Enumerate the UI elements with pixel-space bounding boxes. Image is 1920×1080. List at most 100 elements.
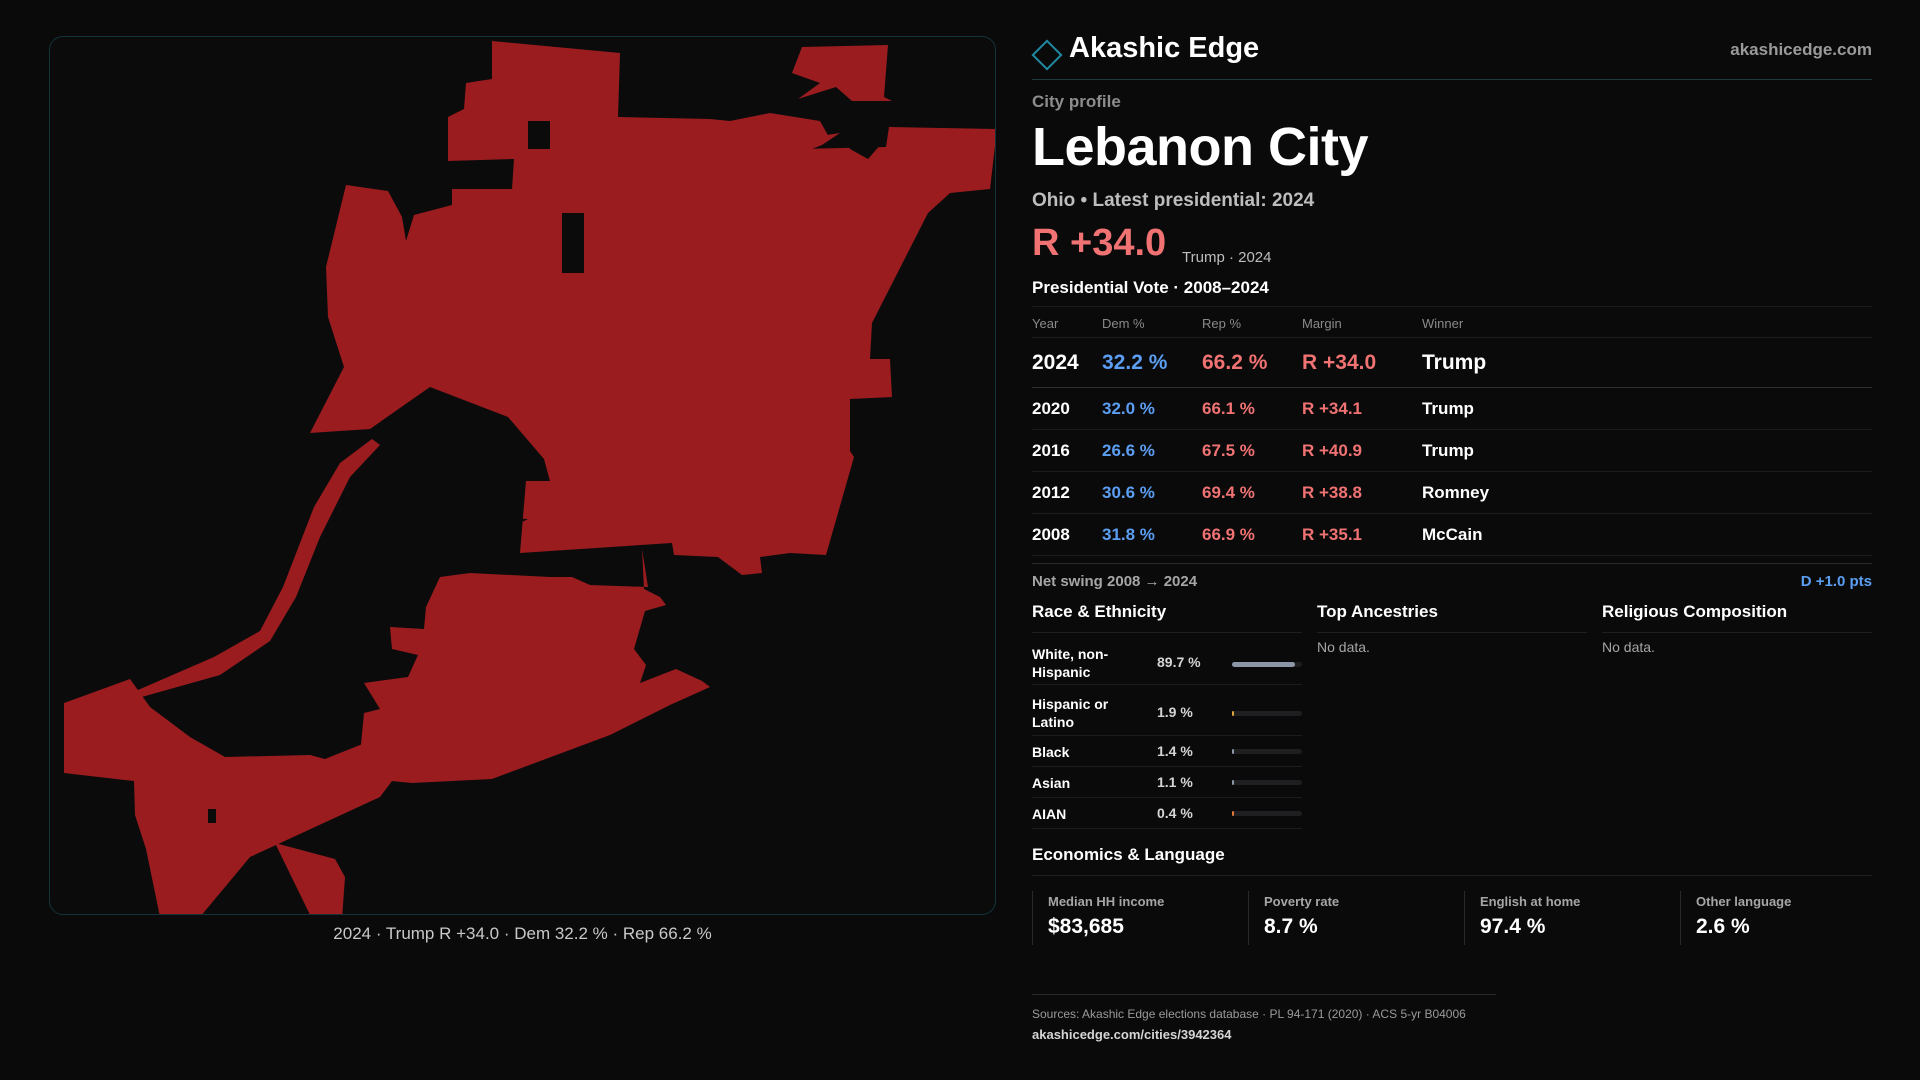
race-bar-track [1232, 662, 1302, 667]
column-header: Winner [1422, 316, 1464, 331]
divider [1032, 875, 1872, 876]
race-bar-fill [1232, 662, 1295, 667]
race-section-title: Race & Ethnicity [1032, 602, 1167, 621]
race-row: White, non-Hispanic 89.7 % [1032, 633, 1302, 685]
religion-section-title: Religious Composition [1602, 602, 1788, 621]
race-bar-track [1232, 811, 1302, 816]
winner-cell: Trump [1422, 399, 1474, 418]
stat-value: 2.6 % [1696, 915, 1750, 938]
economics-section-title: Economics & Language [1032, 845, 1225, 864]
brand-name[interactable]: Akashic Edge [1069, 32, 1260, 64]
year-cell: 2012 [1032, 483, 1070, 502]
margin-cell: R +34.0 [1302, 351, 1377, 374]
margin-cell: R +38.8 [1302, 483, 1363, 502]
race-list: White, non-Hispanic 89.7 % Hispanic or L… [1032, 633, 1302, 829]
dem-cell: 26.6 % [1102, 441, 1155, 460]
race-row: Asian 1.1 % [1032, 767, 1302, 798]
dem-cell: 32.2 % [1102, 351, 1168, 374]
religion-empty: No data. [1602, 639, 1655, 655]
map-caption: 2024 · Trump R +34.0 · Dem 32.2 % · Rep … [333, 924, 712, 943]
table-row: 2016 26.6 % 67.5 % R +40.9 Trump [1032, 430, 1872, 472]
page-kicker: City profile [1032, 92, 1121, 111]
race-bar-track [1232, 749, 1302, 754]
boundary-hole [208, 809, 216, 823]
table-row: 2008 31.8 % 66.9 % R +35.1 McCain [1032, 514, 1872, 556]
race-label: Hispanic or Latino [1032, 696, 1109, 730]
margin-cell: R +40.9 [1302, 441, 1363, 460]
boundary-polygon [275, 843, 345, 914]
presidential-vote-table: Year Dem % Rep % Margin Winner 2024 32.2… [1032, 306, 1872, 556]
column-header: Margin [1302, 316, 1342, 331]
race-value: 89.7 % [1157, 654, 1201, 670]
city-boundary-svg [64, 41, 995, 914]
race-row: Black 1.4 % [1032, 736, 1302, 767]
race-row: AIAN 0.4 % [1032, 798, 1302, 829]
sources-text: Sources: Akashic Edge elections database… [1032, 1007, 1466, 1021]
table-row: 2012 30.6 % 69.4 % R +38.8 Romney [1032, 472, 1872, 514]
margin-cell: R +34.1 [1302, 399, 1363, 418]
race-value: 1.1 % [1157, 774, 1193, 790]
race-bar-fill [1232, 749, 1234, 754]
rep-cell: 66.2 % [1202, 351, 1268, 374]
boundary-polygon [310, 41, 995, 575]
winner-cell: McCain [1422, 525, 1483, 544]
boundary-hole [562, 213, 584, 273]
stat-value: 8.7 % [1264, 915, 1318, 938]
ancestries-section-title: Top Ancestries [1317, 602, 1438, 621]
table-row: 2020 32.0 % 66.1 % R +34.1 Trump [1032, 388, 1872, 430]
race-row: Hispanic or Latino 1.9 % [1032, 685, 1302, 736]
race-label: Black [1032, 744, 1070, 760]
year-cell: 2008 [1032, 525, 1070, 544]
latest-margin: R +34.0 [1032, 222, 1167, 264]
rep-cell: 69.4 % [1202, 483, 1255, 502]
diamond-logo-icon [1031, 39, 1063, 71]
city-boundary-map[interactable] [49, 36, 996, 915]
year-cell: 2024 [1032, 351, 1079, 374]
net-swing-label: Net swing 2008 → 2024 [1032, 573, 1198, 590]
city-url-link[interactable]: akashicedge.com/cities/3942364 [1032, 1027, 1232, 1042]
stat-value: $83,685 [1048, 915, 1124, 938]
dem-cell: 30.6 % [1102, 483, 1155, 502]
column-header: Rep % [1202, 316, 1242, 331]
column-header: Dem % [1102, 316, 1145, 331]
divider [1317, 632, 1587, 633]
stat-value: 97.4 % [1480, 915, 1546, 938]
race-bar-fill [1232, 780, 1234, 785]
presidential-section-title: Presidential Vote · 2008–2024 [1032, 278, 1269, 297]
latest-margin-note: Trump · 2024 [1182, 249, 1272, 266]
boundary-polygon [792, 45, 892, 101]
dem-cell: 31.8 % [1102, 525, 1155, 544]
stat-english-at-home: English at home 97.4 % [1464, 891, 1664, 945]
race-bar-fill [1232, 711, 1234, 716]
economics-stats: Median HH income $83,685 Poverty rate 8.… [1032, 891, 1872, 945]
rep-cell: 67.5 % [1202, 441, 1255, 460]
brand-header: Akashic Edge akashicedge.com [1031, 32, 1872, 80]
city-boundary-shape [64, 41, 995, 914]
stat-poverty-rate: Poverty rate 8.7 % [1248, 891, 1448, 945]
stat-label: Poverty rate [1264, 894, 1340, 909]
race-value: 1.4 % [1157, 743, 1193, 759]
net-swing-value: D +1.0 pts [1800, 573, 1872, 590]
race-label: AIAN [1032, 806, 1067, 822]
sources-footer: Sources: Akashic Edge elections database… [1032, 994, 1496, 1042]
divider [1032, 632, 1302, 633]
stat-label: Other language [1696, 894, 1792, 909]
year-cell: 2016 [1032, 441, 1070, 460]
divider [1602, 632, 1872, 633]
boundary-polygon [85, 439, 380, 713]
winner-cell: Trump [1422, 351, 1487, 374]
rep-cell: 66.9 % [1202, 525, 1255, 544]
stat-median-income: Median HH income $83,685 [1032, 891, 1232, 945]
ancestries-empty: No data. [1317, 639, 1370, 655]
column-header: Year [1032, 316, 1059, 331]
race-label: White, non-Hispanic [1032, 646, 1109, 680]
margin-cell: R +35.1 [1302, 525, 1363, 544]
boundary-hole [462, 517, 528, 523]
brand-site-link[interactable]: akashicedge.com [1730, 40, 1872, 59]
table-row: 2024 32.2 % 66.2 % R +34.0 Trump [1032, 338, 1872, 388]
dem-cell: 32.0 % [1102, 399, 1155, 418]
race-value: 0.4 % [1157, 805, 1193, 821]
race-label: Asian [1032, 775, 1071, 791]
race-bar-track [1232, 711, 1302, 716]
race-value: 1.9 % [1157, 704, 1193, 720]
